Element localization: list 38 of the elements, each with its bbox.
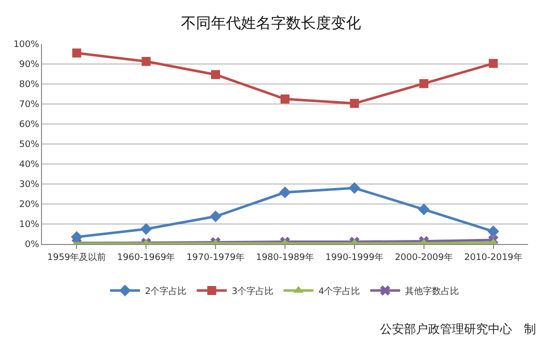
x-tick-label: 1980-1989年 — [256, 252, 314, 263]
chart-title: 不同年代姓名字数长度变化 — [181, 14, 361, 32]
y-tick-label: 40% — [19, 160, 40, 170]
point — [487, 226, 500, 238]
point — [210, 210, 222, 222]
y-tick-label: 60% — [19, 120, 40, 130]
x-tick-label: 1960-1969年 — [117, 252, 176, 263]
y-tick-label: 50% — [19, 140, 40, 150]
x-tick-label: 1970-1979年 — [186, 252, 245, 263]
x-tick-label: 1959年及以前 — [47, 252, 106, 263]
point — [419, 79, 428, 88]
y-tick-label: 80% — [19, 80, 40, 90]
legend-label: 4个字占比 — [318, 286, 360, 298]
text: 公安部户政管理研究中心 制 — [380, 322, 536, 336]
point — [350, 98, 359, 108]
point — [280, 94, 290, 104]
legend-label: 其他字数占比 — [405, 286, 460, 298]
y-tick-label: 100% — [13, 40, 40, 50]
x-tick-label: 1990-1999年 — [325, 252, 384, 263]
y-tick-label: 70% — [19, 100, 40, 110]
y-tick-label: 10% — [19, 220, 40, 230]
point — [348, 182, 360, 194]
point — [488, 58, 498, 68]
point — [140, 223, 152, 235]
point — [211, 70, 220, 80]
y-tick-label: 20% — [19, 200, 40, 210]
point — [142, 56, 151, 66]
y-tick-label: 30% — [19, 180, 40, 190]
point — [279, 186, 291, 198]
y-tick-label: 0% — [24, 240, 40, 250]
legend-label: 2个字占比 — [145, 286, 187, 298]
legend-label: 3个字占比 — [232, 286, 274, 298]
x-tick-label: 2000-2009年 — [394, 252, 453, 263]
y-tick-label: 90% — [19, 60, 40, 70]
point — [418, 204, 430, 216]
point — [72, 48, 82, 58]
point — [70, 231, 83, 243]
x-tick-label: 2010-2019年 — [464, 252, 522, 263]
